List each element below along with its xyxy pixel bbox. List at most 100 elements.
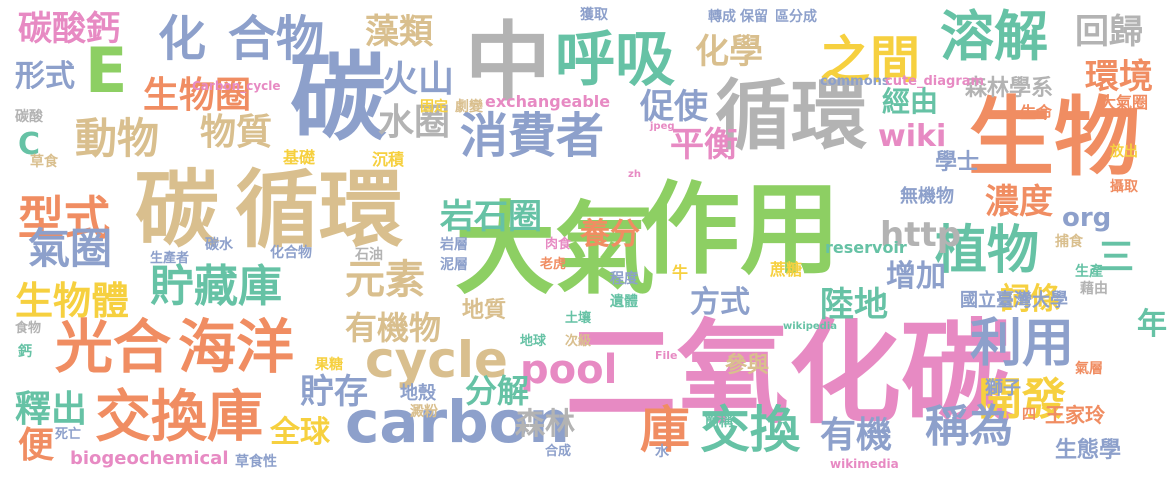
word: 保留 [740,9,768,25]
word: 平衡 [670,125,738,165]
word: 火山 [382,59,455,100]
word: 增加 [886,259,946,294]
word: 岩層 [440,237,468,253]
word: 釋出 [15,389,88,430]
word: File [655,349,678,362]
word: 水 [655,444,669,460]
word: cycle [365,331,508,389]
word: 肉食 [545,237,572,252]
word: 循環 [715,71,867,160]
word: 沉積 [372,150,405,169]
word: 轉成 [708,9,736,25]
word: 便 [18,425,55,466]
word: 四 [1022,407,1036,423]
word: 養分 [580,217,640,252]
word: 地球 [520,334,547,349]
word: 地質 [462,298,507,323]
word: 大氣 [455,191,655,308]
word: 無機物 [900,186,954,207]
word: 貯藏庫 [150,261,282,312]
word: 之間 [820,31,920,89]
word: C [18,127,41,162]
word: 藻類 [365,12,433,52]
word: 溶解 [940,5,1048,68]
word: 植物 [935,221,1040,281]
word: 鈣 [18,344,32,360]
word: 基礎 [283,148,316,167]
word: 泥層 [440,257,468,273]
word: 三 [1098,237,1135,278]
word: 氣圈 [28,224,113,273]
word: 森林 [515,407,575,442]
word: 次級 [565,334,592,349]
word: 稱為 [925,401,1013,452]
word: 食物 [15,321,42,336]
word: 二氧化碳 [565,309,1013,439]
word: 濃度 [985,182,1053,222]
word: cute_diagram [885,74,985,89]
word: 化 [158,11,207,67]
word: 土壤 [565,311,592,326]
word: 捕食 [1055,234,1083,250]
word: 草食 [30,154,58,170]
word: 蔗糖 [770,260,803,279]
word: 岩石圈 [440,197,542,237]
word: 劇變 [455,99,483,115]
word: 獲取 [580,7,608,23]
word: 全球 [270,415,330,450]
word: 海洋 [178,313,295,381]
word: zh [628,169,641,180]
word: 元素 [345,257,425,303]
word: 生物體 [15,279,130,323]
word: 庫 [640,401,690,459]
word: 生態學 [1055,438,1122,463]
word: 程度 [610,271,638,287]
word: 碳 [135,161,220,259]
word: 分解 [465,372,530,410]
word: 詞條 [1000,282,1060,317]
word: 參與 [725,353,770,378]
word: carbon [345,388,570,456]
word: 生物 [968,88,1140,188]
word: 動物 [75,114,160,163]
word: 果糖 [315,357,343,373]
word: 老虎 [540,257,567,272]
word: 碳酸 [15,109,43,125]
word: 生命 [1020,103,1053,122]
word: commons [820,74,890,89]
word: 攝取 [1110,179,1138,195]
word: 回歸 [1075,12,1143,52]
word: 王家玲 [1045,403,1105,427]
word: 地殼 [400,383,436,404]
word: 循環 [235,161,404,259]
word: 貯存 [300,372,368,412]
word: wikipedia [783,321,838,332]
word: org [1062,203,1112,233]
word: 學士 [935,150,980,175]
word: 環境 [1085,57,1153,97]
word: 物質 [200,112,273,153]
word: 有機物 [345,309,442,347]
word: 利用 [970,314,1075,374]
word: 碳水 [205,237,233,253]
word: 水圈 [378,102,451,143]
word: pool [520,347,618,393]
word: 氣層 [1075,361,1103,377]
word: reservoir [825,238,907,257]
word: 死亡 [55,427,82,442]
word: 作用 [640,171,840,288]
word: 生產 [1075,264,1103,280]
word: 中 [465,13,551,113]
word: 呼吸 [555,25,675,95]
word: 獅子 [985,378,1021,399]
word: biogeochemical [70,448,229,469]
word: 促使 [640,87,708,127]
word: E [85,34,128,107]
word: 陸地 [820,285,888,325]
word: 有機 [820,415,893,456]
word: jpeg [650,121,675,132]
word: 澱粉 [410,404,438,420]
word: 森林學系 [965,76,1054,101]
word: 生物圈 [143,75,252,116]
